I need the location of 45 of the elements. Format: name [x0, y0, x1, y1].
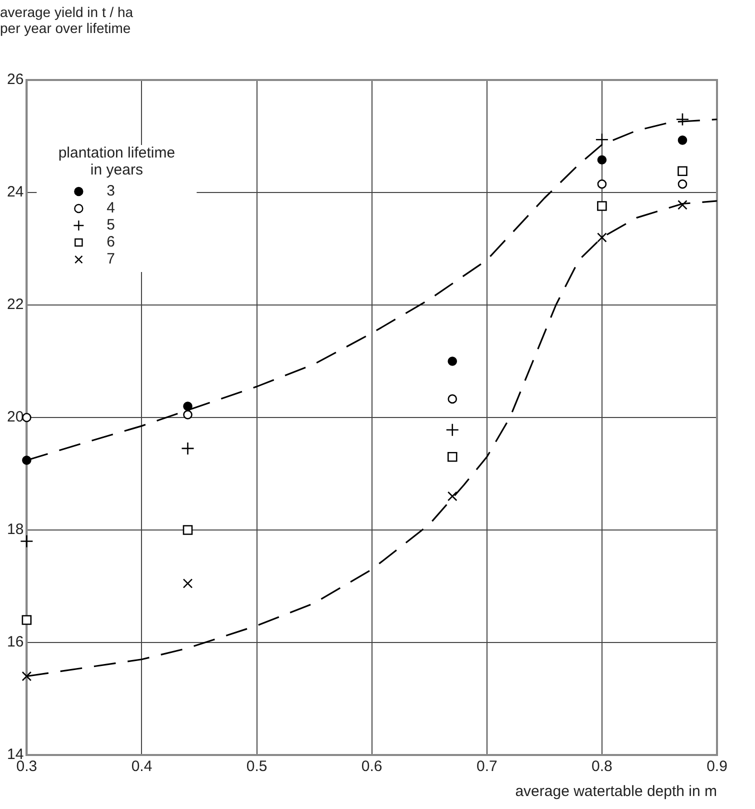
point	[448, 394, 458, 404]
point	[22, 456, 32, 465]
y-tick-label: 22	[6, 296, 24, 314]
x-tick-label: 0.5	[246, 758, 268, 776]
legend-label: 5	[106, 216, 116, 234]
point	[597, 155, 607, 165]
x-tick-label: 0.6	[361, 758, 382, 776]
legend-title: plantation lifetime in years	[58, 144, 176, 179]
y-tick-label: 20	[6, 408, 24, 426]
point	[597, 232, 607, 242]
point	[595, 132, 609, 146]
y-tick-label: 18	[6, 521, 24, 538]
x-tick-label: 0.4	[131, 758, 152, 776]
point	[678, 166, 688, 176]
point	[678, 200, 688, 210]
point	[678, 179, 688, 189]
point	[676, 112, 690, 126]
x-tick-label: 0.8	[592, 758, 612, 776]
point	[678, 136, 688, 145]
y-tick-label: 24	[6, 184, 24, 201]
point	[183, 402, 192, 411]
point	[182, 525, 193, 535]
legend-label: 4	[106, 200, 116, 217]
legend-label: 3	[106, 182, 116, 200]
point	[448, 356, 458, 366]
legend-label: 7	[106, 250, 116, 268]
point	[597, 201, 607, 211]
point	[22, 671, 32, 682]
point	[182, 578, 193, 588]
point	[22, 615, 32, 625]
point	[597, 179, 607, 189]
x-axis-title: average watertable depth in m	[515, 783, 717, 800]
point	[20, 534, 34, 548]
point	[22, 412, 32, 422]
point	[181, 442, 194, 456]
y-axis-title: average yield in t / ha per year over lifetime	[0, 4, 134, 36]
point	[447, 491, 458, 502]
point	[447, 452, 458, 462]
y-tick-label: 16	[6, 634, 24, 651]
y-tick-label: 26	[6, 71, 24, 88]
x-tick-label: 0.9	[706, 758, 728, 776]
point	[446, 423, 460, 437]
point	[183, 410, 192, 420]
legend-label: 6	[106, 234, 116, 251]
x-tick-label: 0.7	[476, 758, 498, 776]
